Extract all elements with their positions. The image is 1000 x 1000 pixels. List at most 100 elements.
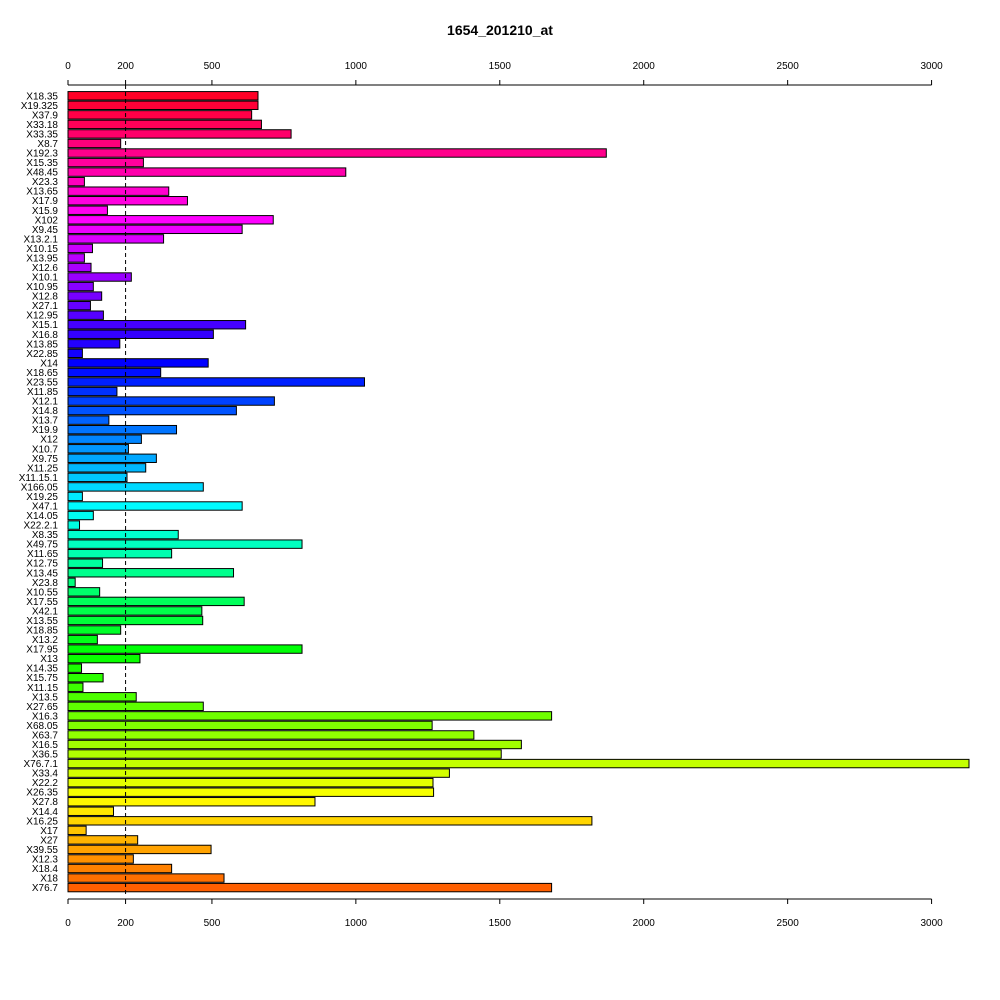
category-label: X10.55 bbox=[26, 587, 58, 598]
bar bbox=[67, 434, 142, 444]
category-label: X13.45 bbox=[26, 568, 58, 579]
category-label: X9.75 bbox=[32, 454, 59, 465]
category-label: X12 bbox=[40, 435, 58, 446]
category-label: X19.25 bbox=[26, 492, 58, 503]
bar bbox=[67, 777, 434, 788]
bar bbox=[67, 157, 144, 168]
bar bbox=[67, 262, 92, 273]
bar bbox=[67, 625, 122, 635]
top-axis-tick-label: 0 bbox=[65, 61, 71, 72]
category-label: X12.6 bbox=[32, 263, 59, 274]
category-label: X27.8 bbox=[32, 797, 59, 808]
category-label: X19.9 bbox=[32, 425, 59, 436]
category-label: X10.95 bbox=[26, 282, 58, 293]
bar bbox=[67, 405, 237, 416]
bar bbox=[67, 348, 83, 359]
bar bbox=[67, 510, 94, 521]
bar bbox=[67, 148, 607, 158]
category-label: X48.45 bbox=[26, 168, 58, 179]
bar bbox=[67, 548, 173, 559]
category-label: X14.35 bbox=[26, 664, 58, 675]
category-label: X15.75 bbox=[26, 673, 58, 684]
category-label: X23.3 bbox=[32, 177, 59, 188]
bar bbox=[67, 749, 502, 759]
category-label: X15.1 bbox=[32, 320, 59, 331]
category-label: X17 bbox=[40, 826, 58, 837]
category-label: X14.05 bbox=[26, 511, 58, 522]
bar bbox=[67, 854, 134, 864]
category-label: X11.15.1 bbox=[19, 473, 59, 484]
category-label: X33.18 bbox=[26, 120, 58, 131]
bottom-axis-tick-label: 0 bbox=[65, 918, 71, 929]
category-label: X33.4 bbox=[32, 769, 59, 780]
bar bbox=[67, 797, 316, 807]
category-label: X13.2 bbox=[32, 635, 59, 646]
category-label: X10.7 bbox=[32, 444, 59, 455]
bar bbox=[67, 768, 450, 778]
bar bbox=[67, 358, 209, 368]
bar bbox=[67, 167, 347, 177]
bar bbox=[67, 281, 94, 292]
category-label: X18 bbox=[40, 874, 58, 885]
top-axis-tick-label: 2000 bbox=[633, 61, 656, 72]
category-label: X68.05 bbox=[26, 721, 58, 732]
bar bbox=[67, 844, 212, 855]
bar bbox=[67, 816, 593, 826]
bar bbox=[67, 758, 970, 769]
category-label: X47.1 bbox=[32, 501, 59, 512]
category-label: X22.2.1 bbox=[24, 521, 59, 532]
category-label: X17.95 bbox=[26, 645, 58, 656]
bar bbox=[67, 444, 129, 454]
bar bbox=[67, 339, 121, 349]
bar bbox=[67, 234, 165, 244]
category-label: X22.2 bbox=[32, 778, 59, 789]
category-label: X9.45 bbox=[32, 225, 59, 236]
category-label: X8.7 bbox=[37, 139, 58, 150]
bottom-axis-tick-label: 2500 bbox=[777, 918, 800, 929]
category-label: X17.9 bbox=[32, 196, 59, 207]
bar bbox=[67, 730, 475, 740]
category-label: X12.3 bbox=[32, 854, 59, 865]
bar bbox=[67, 520, 81, 530]
top-axis-tick-label: 2500 bbox=[777, 61, 800, 72]
bar bbox=[67, 739, 522, 750]
bar bbox=[67, 463, 147, 473]
category-label: X16.3 bbox=[32, 711, 59, 722]
bar bbox=[67, 825, 87, 836]
bar bbox=[67, 367, 162, 378]
category-label: X12.8 bbox=[32, 292, 59, 303]
bar bbox=[67, 482, 204, 492]
category-label: X13.7 bbox=[32, 416, 59, 427]
bar bbox=[67, 720, 433, 731]
bar bbox=[67, 396, 275, 406]
bar bbox=[67, 863, 173, 874]
category-label: X27 bbox=[40, 835, 58, 846]
bar bbox=[67, 424, 178, 435]
bar bbox=[67, 682, 84, 692]
bar bbox=[67, 415, 110, 425]
bar bbox=[67, 100, 259, 111]
bar bbox=[67, 472, 128, 483]
category-label: X37.9 bbox=[32, 110, 59, 121]
category-label: X23.55 bbox=[26, 377, 58, 388]
bar bbox=[67, 634, 98, 645]
bar bbox=[67, 644, 303, 654]
category-label: X12.75 bbox=[26, 559, 58, 570]
bar bbox=[67, 129, 292, 139]
bar bbox=[67, 272, 132, 282]
bar bbox=[67, 539, 303, 549]
bar bbox=[67, 224, 243, 235]
category-label: X11.85 bbox=[27, 387, 58, 398]
bar bbox=[67, 701, 204, 712]
category-label: X10.1 bbox=[32, 273, 59, 284]
bar bbox=[67, 692, 137, 702]
category-label: X17.55 bbox=[26, 597, 58, 608]
bottom-axis-tick-label: 3000 bbox=[920, 918, 943, 929]
category-label: X36.5 bbox=[32, 750, 59, 761]
category-label: X11.25 bbox=[27, 463, 58, 474]
category-label: X14 bbox=[40, 358, 58, 369]
category-label: X27.1 bbox=[32, 301, 59, 312]
bar bbox=[67, 310, 104, 320]
category-label: X14.4 bbox=[32, 807, 59, 818]
